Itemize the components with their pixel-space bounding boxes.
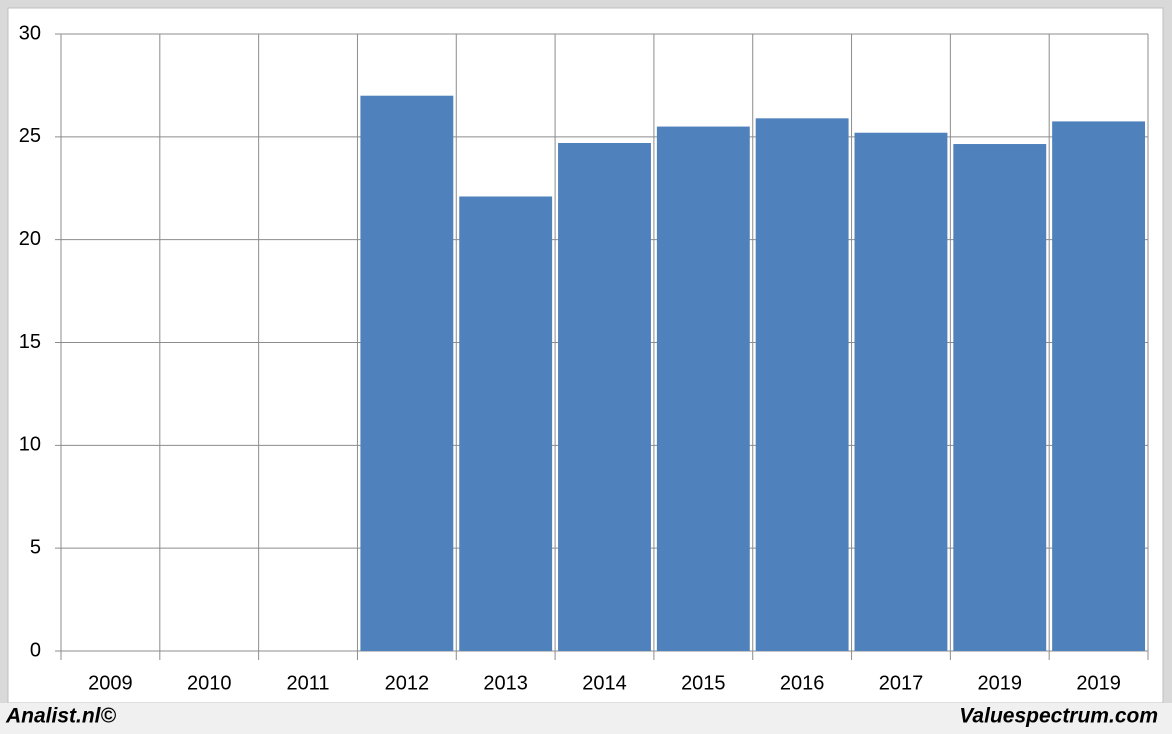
bar [360, 95, 454, 651]
x-tick-label: 2017 [879, 672, 924, 694]
footer-left: Analist.nl© [5, 705, 117, 728]
x-tick-label: 2019 [1076, 672, 1121, 694]
y-tick-label: 5 [30, 536, 41, 558]
bar [755, 118, 849, 651]
y-tick-label: 10 [19, 434, 41, 456]
bar [953, 144, 1047, 651]
y-tick-label: 0 [30, 639, 41, 661]
x-tick-label: 2014 [582, 672, 627, 694]
x-tick-label: 2009 [88, 672, 133, 694]
x-tick-label: 2013 [483, 672, 528, 694]
y-tick-label: 25 [19, 125, 41, 147]
bar [558, 143, 651, 651]
x-tick-label: 2015 [681, 672, 726, 694]
bar [854, 132, 948, 652]
bar [656, 126, 750, 652]
x-tick-label: 2019 [978, 672, 1023, 694]
x-tick-label: 2016 [780, 672, 825, 694]
x-tick-label: 2010 [187, 672, 232, 694]
y-tick-label: 20 [19, 228, 41, 250]
footer-right: Valuespectrum.com [959, 705, 1158, 728]
x-tick-label: 2011 [287, 672, 330, 694]
x-tick-label: 2012 [385, 672, 430, 694]
y-tick-label: 30 [19, 22, 41, 44]
y-tick-label: 15 [19, 331, 41, 353]
bar [459, 196, 553, 651]
bar [1052, 121, 1146, 652]
footer [0, 703, 1172, 734]
